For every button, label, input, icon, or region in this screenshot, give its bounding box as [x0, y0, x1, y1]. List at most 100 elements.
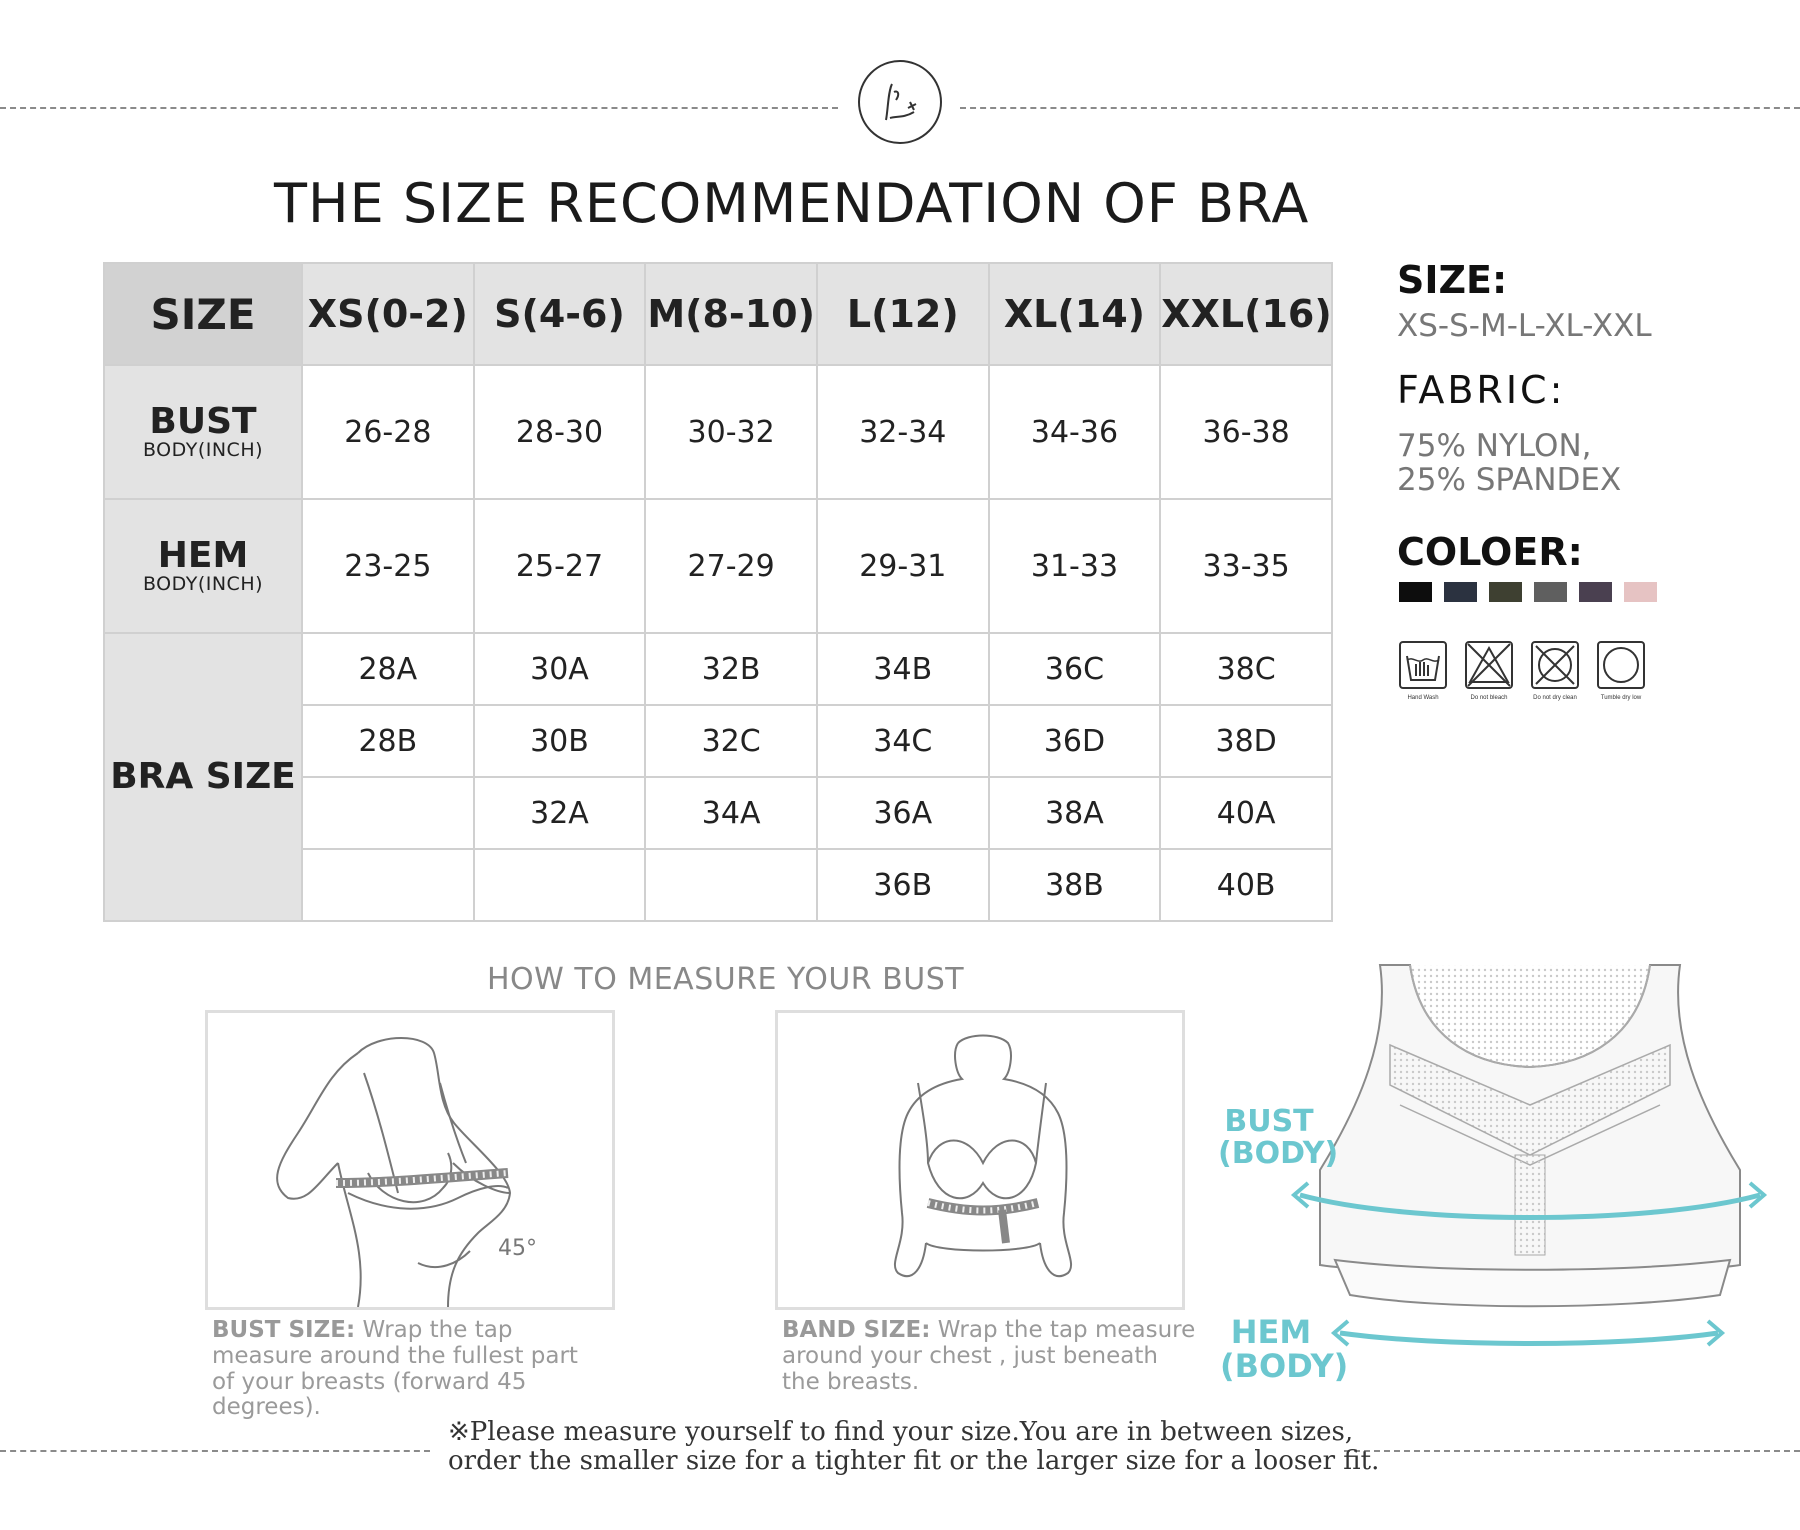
- header-cell-m: M(8-10): [644, 262, 818, 366]
- bra-size-cell: 38B: [987, 848, 1162, 922]
- hem-body-line-1: HEM: [1230, 1313, 1312, 1351]
- size-header-row: SIZE XS(0-2) S(4-6) M(8-10) L(12) XL(14)…: [103, 262, 1333, 366]
- bra-size-cell: 38C: [1159, 632, 1333, 706]
- brand-logo: [858, 60, 942, 144]
- bust-cell: 28-30: [472, 364, 647, 500]
- hand-wash-icon: [1399, 641, 1447, 689]
- bra-size-cell: [644, 848, 818, 922]
- hem-measure-arrow: [1330, 1319, 1726, 1347]
- sizing-note: ※Please measure yourself to find your si…: [448, 1417, 1379, 1476]
- bra-size-cell: 28A: [301, 632, 475, 706]
- bra-size-label: BRA SIZE: [103, 632, 303, 922]
- band-size-description: BAND SIZE: Wrap the tap measure around y…: [782, 1317, 1202, 1395]
- bust-size-description: BUST SIZE: Wrap the tap measure around t…: [212, 1317, 632, 1421]
- bust-size-text-4: degrees).: [212, 1394, 321, 1421]
- bra-size-cell: [472, 848, 647, 922]
- bust-row: BUST BODY(INCH) 26-28 28-30 30-32 32-34 …: [103, 364, 1333, 500]
- care-label: Hand Wash: [1407, 695, 1439, 701]
- color-swatch-pink[interactable]: [1624, 582, 1657, 602]
- bra-size-row: 32A 34A 36A 38A 40A: [104, 776, 1333, 850]
- size-table: SIZE XS(0-2) S(4-6) M(8-10) L(12) XL(14)…: [103, 262, 1333, 922]
- hem-cell: 27-29: [644, 498, 818, 634]
- howto-title: HOW TO MEASURE YOUR BUST: [487, 962, 965, 997]
- band-measure-frame: [775, 1010, 1185, 1310]
- bust-row-head: BUST BODY(INCH): [103, 364, 303, 500]
- header-cell-xs: XS(0-2): [301, 262, 475, 366]
- bra-size-cell: 40A: [1159, 776, 1333, 850]
- do-not-dry-clean-icon: [1531, 641, 1579, 689]
- hem-cell: 23-25: [301, 498, 475, 634]
- hem-label: HEM: [157, 535, 249, 577]
- bust-sublabel: BODY(INCH): [142, 438, 264, 461]
- header-cell-size: SIZE: [103, 262, 303, 366]
- bra-size-cell: [301, 848, 475, 922]
- bra-size-cell: 32A: [472, 776, 647, 850]
- bra-size-cell: 30B: [472, 704, 647, 778]
- bust-cell: 30-32: [644, 364, 818, 500]
- care-icons: Hand Wash Do not bleach Do not dry clean…: [1397, 640, 1647, 701]
- bra-size-cell: 30A: [472, 632, 647, 706]
- header-cell-s: S(4-6): [472, 262, 647, 366]
- bust-cell: 26-28: [301, 364, 475, 500]
- bottom-divider-left: [0, 1450, 430, 1452]
- hem-body-label: HEM (BODY): [1220, 1313, 1348, 1383]
- band-size-text-2: around your chest , just beneath: [782, 1342, 1158, 1369]
- tumble-dry-low-icon: [1597, 641, 1645, 689]
- bra-size-cell: 36C: [987, 632, 1162, 706]
- bra-size-cell: 32B: [644, 632, 818, 706]
- bra-size-cell: 34B: [815, 632, 990, 706]
- color-swatch-black[interactable]: [1399, 582, 1432, 602]
- header-cell-xxl: XXL(16): [1159, 262, 1333, 366]
- bust-size-text-3: of your breasts (forward 45: [212, 1368, 527, 1395]
- bust-label: BUST: [149, 401, 257, 443]
- brand-logo-mark: [885, 83, 917, 121]
- bust-measure-illustration: 45°: [276, 1037, 537, 1308]
- care-item: Do not bleach: [1463, 640, 1515, 701]
- bust-measure-arrow: [1290, 1181, 1768, 1220]
- bra-outline: [1319, 964, 1741, 1308]
- bust-body-line-2: (BODY): [1218, 1135, 1339, 1171]
- care-item: Hand Wash: [1397, 640, 1449, 701]
- bra-size-cell: 36A: [815, 776, 990, 850]
- bra-size-cell: 34C: [815, 704, 990, 778]
- bust-measure-frame: 45°: [205, 1010, 615, 1310]
- bra-size-cell: 40B: [1159, 848, 1333, 922]
- bust-body-line-1: BUST: [1224, 1104, 1314, 1139]
- angle-label: 45°: [498, 1236, 537, 1261]
- hem-sublabel: BODY(INCH): [142, 572, 264, 595]
- band-measure-illustration: [893, 1034, 1073, 1278]
- color-swatch-navy[interactable]: [1444, 582, 1477, 602]
- care-label: Tumble dry low: [1600, 695, 1642, 701]
- color-swatch-grey[interactable]: [1534, 582, 1567, 602]
- bra-size-cell: [301, 776, 475, 850]
- bra-size-cell: 36B: [815, 848, 990, 922]
- sizing-note-line-1: ※Please measure yourself to find your si…: [448, 1417, 1354, 1447]
- do-not-bleach-icon: [1465, 641, 1513, 689]
- fabric-line-1: 75% NYLON,: [1397, 428, 1592, 464]
- color-swatches: [1399, 582, 1657, 602]
- bust-cell: 36-38: [1159, 364, 1333, 500]
- bust-cell: 32-34: [815, 364, 990, 500]
- top-divider-right: [960, 107, 1800, 109]
- color-label: COLOER:: [1397, 530, 1583, 574]
- hem-row: HEM BODY(INCH) 23-25 25-27 27-29 29-31 3…: [103, 498, 1333, 634]
- bottom-divider-right: [1344, 1450, 1800, 1452]
- bust-size-text-2: measure around the fullest part: [212, 1342, 578, 1369]
- bra-size-cell: 38D: [1159, 704, 1333, 778]
- size-label: SIZE:: [1397, 258, 1508, 302]
- bust-size-label: BUST SIZE:: [212, 1317, 356, 1343]
- hem-body-line-2: (BODY): [1220, 1346, 1349, 1385]
- color-swatch-olive[interactable]: [1489, 582, 1522, 602]
- color-swatch-plum[interactable]: [1579, 582, 1612, 602]
- bra-product-diagram: [1290, 964, 1768, 1347]
- bra-size-cell: 38A: [987, 776, 1162, 850]
- bust-size-text-1: Wrap the tap: [355, 1317, 513, 1343]
- care-label: Do not bleach: [1470, 695, 1508, 701]
- fabric-line-2: 25% SPANDEX: [1397, 462, 1622, 498]
- hem-cell: 29-31: [815, 498, 990, 634]
- hem-row-head: HEM BODY(INCH): [103, 498, 303, 634]
- bust-cell: 34-36: [987, 364, 1162, 500]
- care-item: Do not dry clean: [1529, 640, 1581, 701]
- size-value: XS-S-M-L-XL-XXL: [1397, 308, 1652, 344]
- bra-size-cell: 28B: [301, 704, 475, 778]
